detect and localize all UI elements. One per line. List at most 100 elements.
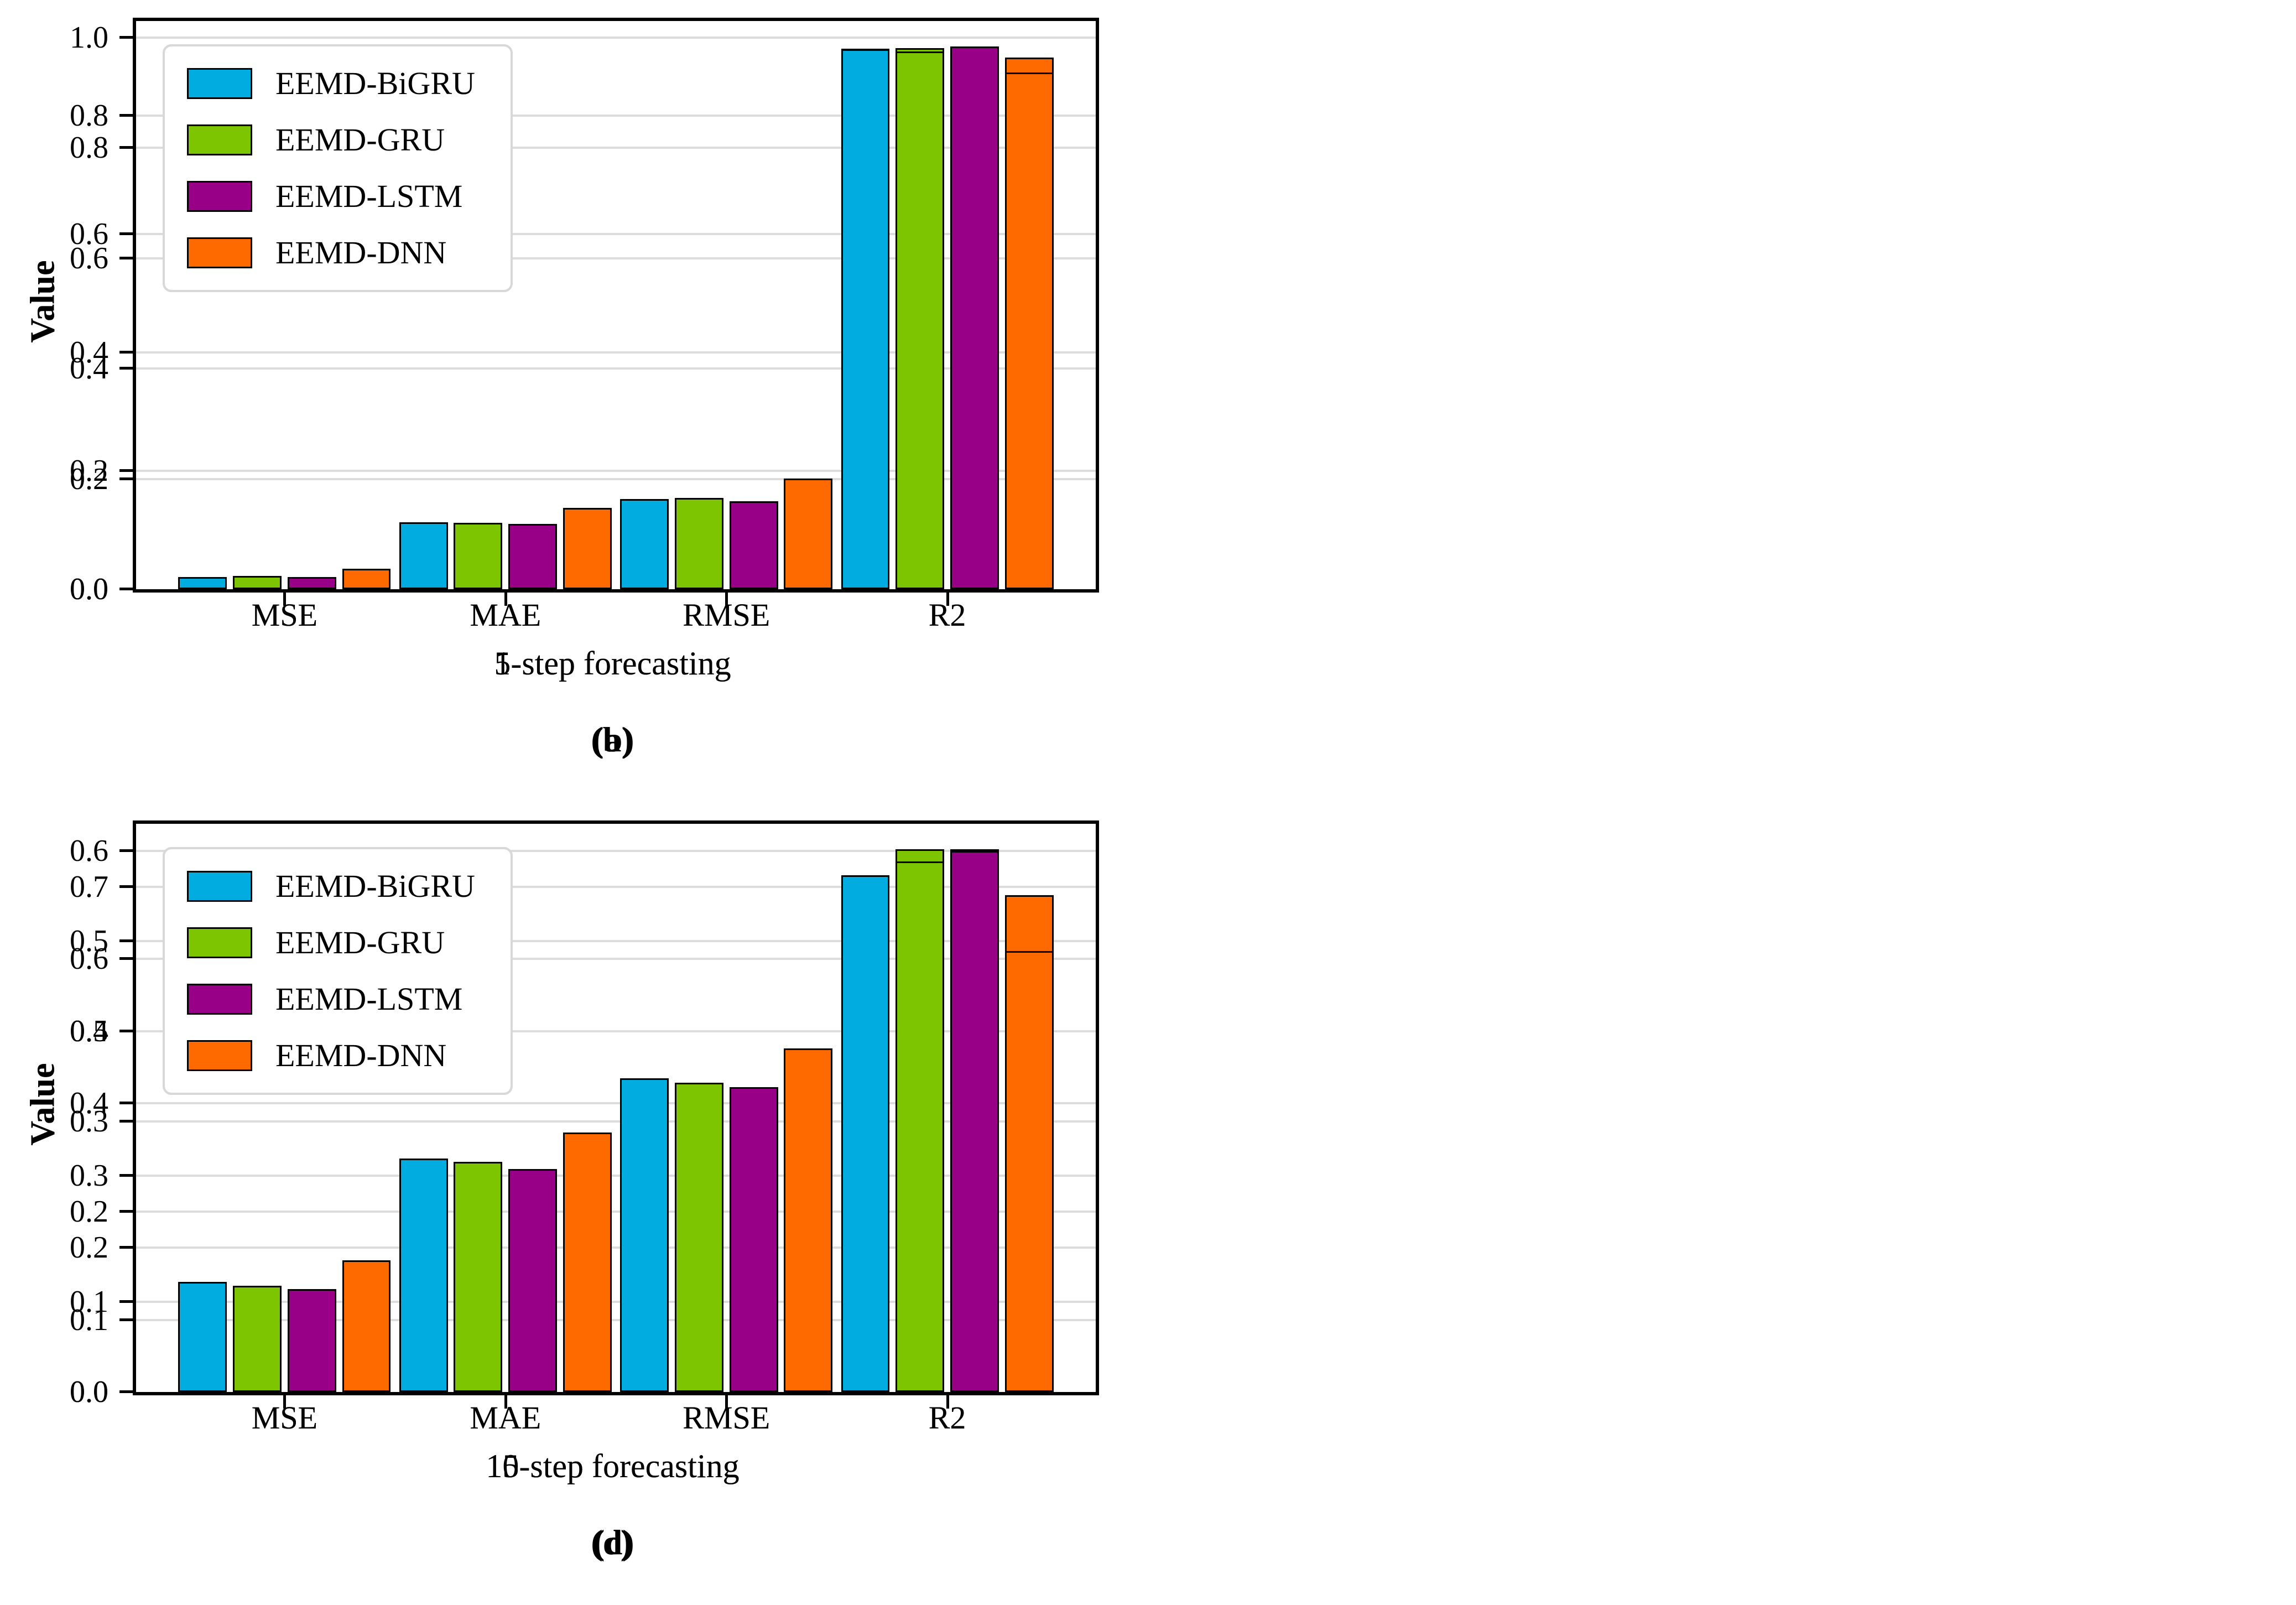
y-tick-label: 0.4 xyxy=(70,1014,108,1048)
y-tick-mark xyxy=(119,232,133,236)
legend-item-EEMD-DNN: EEMD-DNN xyxy=(187,237,475,269)
legend-label-EEMD-BiGRU: EEMD-BiGRU xyxy=(275,65,475,101)
bar-MAE-EEMD-GRU xyxy=(454,1162,503,1392)
legend-label-EEMD-BiGRU: EEMD-BiGRU xyxy=(275,868,475,904)
bar-RMSE-EEMD-DNN xyxy=(784,478,833,589)
gridline-0.2 xyxy=(136,470,1096,472)
bar-R2-EEMD-GRU xyxy=(896,861,945,1392)
bar-RMSE-EEMD-BiGRU xyxy=(620,499,669,589)
gridline-0.6 xyxy=(136,849,1096,852)
x-tick-label-R2: R2 xyxy=(928,597,966,633)
caption-c: (c) xyxy=(592,1523,633,1562)
y-tick-label: 0.6 xyxy=(70,833,108,868)
y-tick-mark xyxy=(119,885,133,888)
legend-swatch-EEMD-BiGRU xyxy=(187,68,252,99)
bar-RMSE-EEMD-LSTM xyxy=(729,501,778,589)
y-tick-label: 0.8 xyxy=(70,131,108,165)
legend-item-EEMD-GRU: EEMD-GRU xyxy=(187,124,475,156)
bar-R2-EEMD-LSTM xyxy=(950,850,999,1392)
x-tick-mark xyxy=(504,1395,507,1409)
x-tick-label-MSE: MSE xyxy=(251,597,318,633)
x-tick-label-MAE: MAE xyxy=(470,597,542,633)
x-axis-title-a: 1-step forecasting xyxy=(494,645,731,682)
legend-swatch-EEMD-GRU xyxy=(187,124,252,155)
y-tick-label: 0.7 xyxy=(70,869,108,904)
gridline-0.7 xyxy=(136,885,1096,888)
bar-R2-EEMD-LSTM xyxy=(950,46,999,589)
subplot-d: 0.0 0.1 0.2 0.3 0.4 0.5 0.6 MSE MAE RMSE R2 EEMD-Bi… xyxy=(0,803,1148,1605)
y-tick-label: 0.6 xyxy=(70,217,108,252)
x-tick-label-R2: R2 xyxy=(928,1400,966,1436)
y-tick-label: 0.6 xyxy=(70,241,108,276)
y-tick-mark xyxy=(119,256,133,259)
y-tick-label: 0.3 xyxy=(70,1104,108,1139)
gridline-0.6 xyxy=(136,958,1096,960)
gridline-0.2 xyxy=(136,1246,1096,1249)
bar-MSE-EEMD-DNN xyxy=(342,568,391,589)
legend-label-EEMD-GRU: EEMD-GRU xyxy=(275,924,445,960)
y-tick-mark xyxy=(119,469,133,472)
legend-item-EEMD-LSTM: EEMD-LSTM xyxy=(187,983,475,1015)
gridline-0.6 xyxy=(136,233,1096,236)
bar-R2-EEMD-GRU xyxy=(896,51,945,589)
gridline-0.3 xyxy=(136,1120,1096,1123)
subplot-b: 0.0 0.2 0.4 0.6 0.8 MSE MAE RMSE R2 EEMD-BiGRU EEM… xyxy=(0,0,1148,802)
plot-area-b: 0.0 0.2 0.4 0.6 0.8 MSE MAE RMSE R2 EEMD-BiGRU EEM… xyxy=(70,18,1099,631)
bar-RMSE-EEMD-GRU xyxy=(674,1082,723,1392)
y-tick-label: 0.5 xyxy=(70,1014,108,1048)
y-tick-mark xyxy=(119,1246,133,1249)
legend-d: EEMD-BiGRU EEMD-GRU EEMD-LSTM EEMD-DNN xyxy=(163,847,513,1095)
y-tick-mark xyxy=(119,1102,133,1105)
x-tick-label-MSE: MSE xyxy=(251,1400,318,1436)
y-tick-label: 0.2 xyxy=(70,461,108,496)
legend-label-EEMD-LSTM: EEMD-LSTM xyxy=(275,178,463,214)
y-tick-label: 0.4 xyxy=(70,351,108,386)
y-tick-label: 1.0 xyxy=(70,20,108,55)
y-axis-title-d: Value xyxy=(24,1063,62,1146)
y-tick-mark xyxy=(119,1209,133,1213)
legend-swatch-EEMD-DNN xyxy=(187,237,252,268)
x-tick-mark xyxy=(283,593,287,606)
x-axis-title-b: 5-step forecasting xyxy=(494,645,731,682)
y-axis-title-b: Value xyxy=(24,260,62,343)
gridline-1 xyxy=(136,36,1096,39)
x-tick-label-MAE: MAE xyxy=(470,1400,542,1436)
gridline-0.2 xyxy=(136,1210,1096,1213)
gridline-0.4 xyxy=(136,367,1096,370)
bar-RMSE-EEMD-DNN xyxy=(784,1048,833,1392)
bar-MAE-EEMD-BiGRU xyxy=(399,522,448,589)
gridline-0.8 xyxy=(136,147,1096,149)
x-tick-label-RMSE: RMSE xyxy=(683,597,770,633)
y-tick-mark xyxy=(119,1173,133,1177)
gridline-0.3 xyxy=(136,1174,1096,1177)
y-tick-mark xyxy=(119,351,133,354)
legend-b: EEMD-BiGRU EEMD-GRU EEMD-LSTM EEMD-DNN xyxy=(163,44,513,292)
y-tick-label: 0.0 xyxy=(70,572,108,606)
gridline-0.4 xyxy=(136,351,1096,354)
y-tick-mark xyxy=(119,957,133,960)
x-tick-mark xyxy=(283,1395,287,1409)
x-tick-mark xyxy=(725,593,728,606)
bar-RMSE-EEMD-LSTM xyxy=(729,1087,778,1392)
legend-swatch-EEMD-LSTM xyxy=(187,984,252,1015)
y-tick-label: 0.2 xyxy=(70,1230,108,1265)
bar-MSE-EEMD-BiGRU xyxy=(178,576,227,589)
plot-area-d: 0.0 0.1 0.2 0.3 0.4 0.5 0.6 MSE MAE RMSE R2 EEMD-Bi… xyxy=(70,820,1099,1434)
bar-MAE-EEMD-DNN xyxy=(563,508,612,589)
x-tick-mark xyxy=(504,593,507,606)
gridline-0.2 xyxy=(136,477,1096,480)
x-tick-mark xyxy=(725,1395,728,1409)
gridline-0.5 xyxy=(136,939,1096,942)
bar-R2-EEMD-DNN xyxy=(1004,72,1054,589)
y-tick-mark xyxy=(119,1119,133,1123)
bar-MSE-EEMD-GRU xyxy=(233,1285,282,1392)
y-tick-mark xyxy=(119,367,133,370)
gridline-0.8 xyxy=(136,115,1096,117)
y-tick-mark xyxy=(119,1390,133,1393)
legend-label-EEMD-DNN: EEMD-DNN xyxy=(275,235,447,271)
y-tick-label: 0.0 xyxy=(70,1375,108,1409)
bar-MSE-EEMD-BiGRU xyxy=(178,1282,227,1392)
y-tick-mark xyxy=(119,939,133,942)
x-tick-mark xyxy=(946,1395,949,1409)
